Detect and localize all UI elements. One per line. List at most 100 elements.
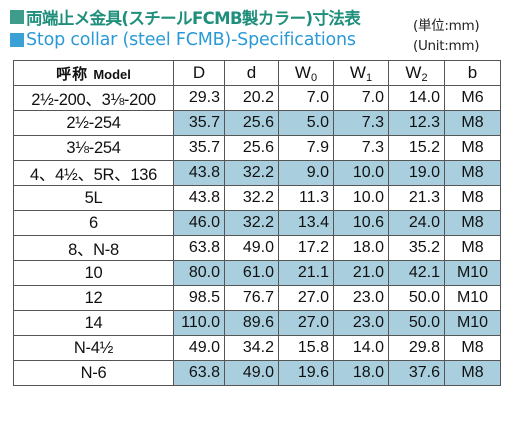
- cell-W2: 12.3: [388, 110, 445, 136]
- cell-d: 32.2: [224, 185, 279, 211]
- cell-W1: 10.6: [333, 210, 389, 236]
- cell-model: 14: [13, 310, 174, 336]
- cell-W2: 42.1: [388, 260, 445, 286]
- cell-W1: 10.0: [333, 160, 389, 186]
- cell-model: N-6: [13, 360, 174, 386]
- cell-W1: 18.0: [333, 360, 389, 386]
- cell-W0: 15.8: [278, 335, 334, 361]
- blue-square-icon: [10, 33, 24, 47]
- cell-W0: 27.0: [278, 285, 334, 311]
- header-b: b: [444, 60, 501, 86]
- cell-D: 80.0: [173, 260, 225, 286]
- title-jp: 両端止メ金具(スチールFCMB製カラー)寸法表: [26, 9, 361, 28]
- cell-model: 6: [13, 210, 174, 236]
- cell-b: M8: [444, 210, 501, 236]
- cell-model: 10: [13, 260, 174, 286]
- cell-W2: 19.0: [388, 160, 445, 186]
- cell-W0: 21.1: [278, 260, 334, 286]
- cell-W0: 17.2: [278, 235, 334, 261]
- cell-W1: 23.0: [333, 310, 389, 336]
- cell-d: 20.2: [224, 85, 279, 111]
- cell-d: 76.7: [224, 285, 279, 311]
- header-W1: W1: [333, 60, 389, 86]
- cell-b: M8: [444, 185, 501, 211]
- cell-W0: 13.4: [278, 210, 334, 236]
- cell-W1: 7.3: [333, 110, 389, 136]
- cell-W1: 18.0: [333, 235, 389, 261]
- cell-W2: 50.0: [388, 285, 445, 311]
- cell-W0: 9.0: [278, 160, 334, 186]
- cell-b: M8: [444, 160, 501, 186]
- cell-model: 2½-254: [13, 110, 174, 136]
- cell-W2: 14.0: [388, 85, 445, 111]
- cell-W2: 24.0: [388, 210, 445, 236]
- cell-W1: 23.0: [333, 285, 389, 311]
- cell-W2: 37.6: [388, 360, 445, 386]
- spec-table: 呼称 Model D d W0 W1 W2 b 2½-200、3⅛-200 29.…: [13, 60, 501, 386]
- cell-W0: 27.0: [278, 310, 334, 336]
- header-model: 呼称 Model: [13, 60, 174, 86]
- title-en-line: Stop collar (steel FCMB)-Specifications: [10, 30, 356, 50]
- cell-D: 46.0: [173, 210, 225, 236]
- cell-D: 43.8: [173, 185, 225, 211]
- table-row: 4、4½、5R、136 43.8 32.2 9.0 10.0 19.0 M8: [13, 160, 501, 186]
- cell-D: 35.7: [173, 135, 225, 161]
- cell-W1: 7.0: [333, 85, 389, 111]
- cell-d: 34.2: [224, 335, 279, 361]
- cell-d: 32.2: [224, 210, 279, 236]
- cell-D: 29.3: [173, 85, 225, 111]
- cell-model: 2½-200、3⅛-200: [13, 85, 174, 111]
- table-row: 3⅛-254 35.7 25.6 7.9 7.3 15.2 M8: [13, 135, 501, 161]
- cell-b: M8: [444, 235, 501, 261]
- table-row: 5L 43.8 32.2 11.3 10.0 21.3 M8: [13, 185, 501, 211]
- cell-W2: 15.2: [388, 135, 445, 161]
- cell-d: 49.0: [224, 360, 279, 386]
- cell-b: M8: [444, 135, 501, 161]
- table-row: 8、N-8 63.8 49.0 17.2 18.0 35.2 M8: [13, 235, 501, 261]
- green-square-icon: [10, 10, 24, 24]
- cell-W0: 7.9: [278, 135, 334, 161]
- cell-b: M8: [444, 335, 501, 361]
- cell-b: M10: [444, 285, 501, 311]
- cell-D: 43.8: [173, 160, 225, 186]
- cell-W1: 10.0: [333, 185, 389, 211]
- cell-D: 110.0: [173, 310, 225, 336]
- cell-W2: 35.2: [388, 235, 445, 261]
- cell-D: 98.5: [173, 285, 225, 311]
- cell-W2: 29.8: [388, 335, 445, 361]
- cell-b: M6: [444, 85, 501, 111]
- unit-jp: (単位:mm): [413, 18, 480, 34]
- table-row: N-4½ 49.0 34.2 15.8 14.0 29.8 M8: [13, 335, 501, 361]
- cell-b: M10: [444, 310, 501, 336]
- table-header-row: 呼称 Model D d W0 W1 W2 b: [13, 60, 501, 86]
- table-row: 10 80.0 61.0 21.1 21.0 42.1 M10: [13, 260, 501, 286]
- cell-d: 89.6: [224, 310, 279, 336]
- title-jp-line: 両端止メ金具(スチールFCMB製カラー)寸法表: [10, 5, 361, 29]
- table-row: N-6 63.8 49.0 19.6 18.0 37.6 M8: [13, 360, 501, 386]
- table-row: 6 46.0 32.2 13.4 10.6 24.0 M8: [13, 210, 501, 236]
- cell-W2: 21.3: [388, 185, 445, 211]
- header-W0: W0: [278, 60, 334, 86]
- table-row: 14 110.0 89.6 27.0 23.0 50.0 M10: [13, 310, 501, 336]
- header-d: d: [224, 60, 279, 86]
- table-row: 2½-254 35.7 25.6 5.0 7.3 12.3 M8: [13, 110, 501, 136]
- cell-W0: 7.0: [278, 85, 334, 111]
- cell-b: M10: [444, 260, 501, 286]
- cell-d: 61.0: [224, 260, 279, 286]
- header-W2: W2: [388, 60, 445, 86]
- cell-d: 25.6: [224, 135, 279, 161]
- title-en: Stop collar (steel FCMB)-Specifications: [26, 30, 356, 50]
- cell-D: 49.0: [173, 335, 225, 361]
- table-row: 2½-200、3⅛-200 29.3 20.2 7.0 7.0 14.0 M6: [13, 85, 501, 111]
- header-D: D: [173, 60, 225, 86]
- cell-W1: 7.3: [333, 135, 389, 161]
- cell-b: M8: [444, 110, 501, 136]
- cell-d: 25.6: [224, 110, 279, 136]
- cell-b: M8: [444, 360, 501, 386]
- cell-model: 3⅛-254: [13, 135, 174, 161]
- cell-model: 12: [13, 285, 174, 311]
- table-row: 12 98.5 76.7 27.0 23.0 50.0 M10: [13, 285, 501, 311]
- cell-D: 63.8: [173, 235, 225, 261]
- cell-D: 63.8: [173, 360, 225, 386]
- cell-W0: 5.0: [278, 110, 334, 136]
